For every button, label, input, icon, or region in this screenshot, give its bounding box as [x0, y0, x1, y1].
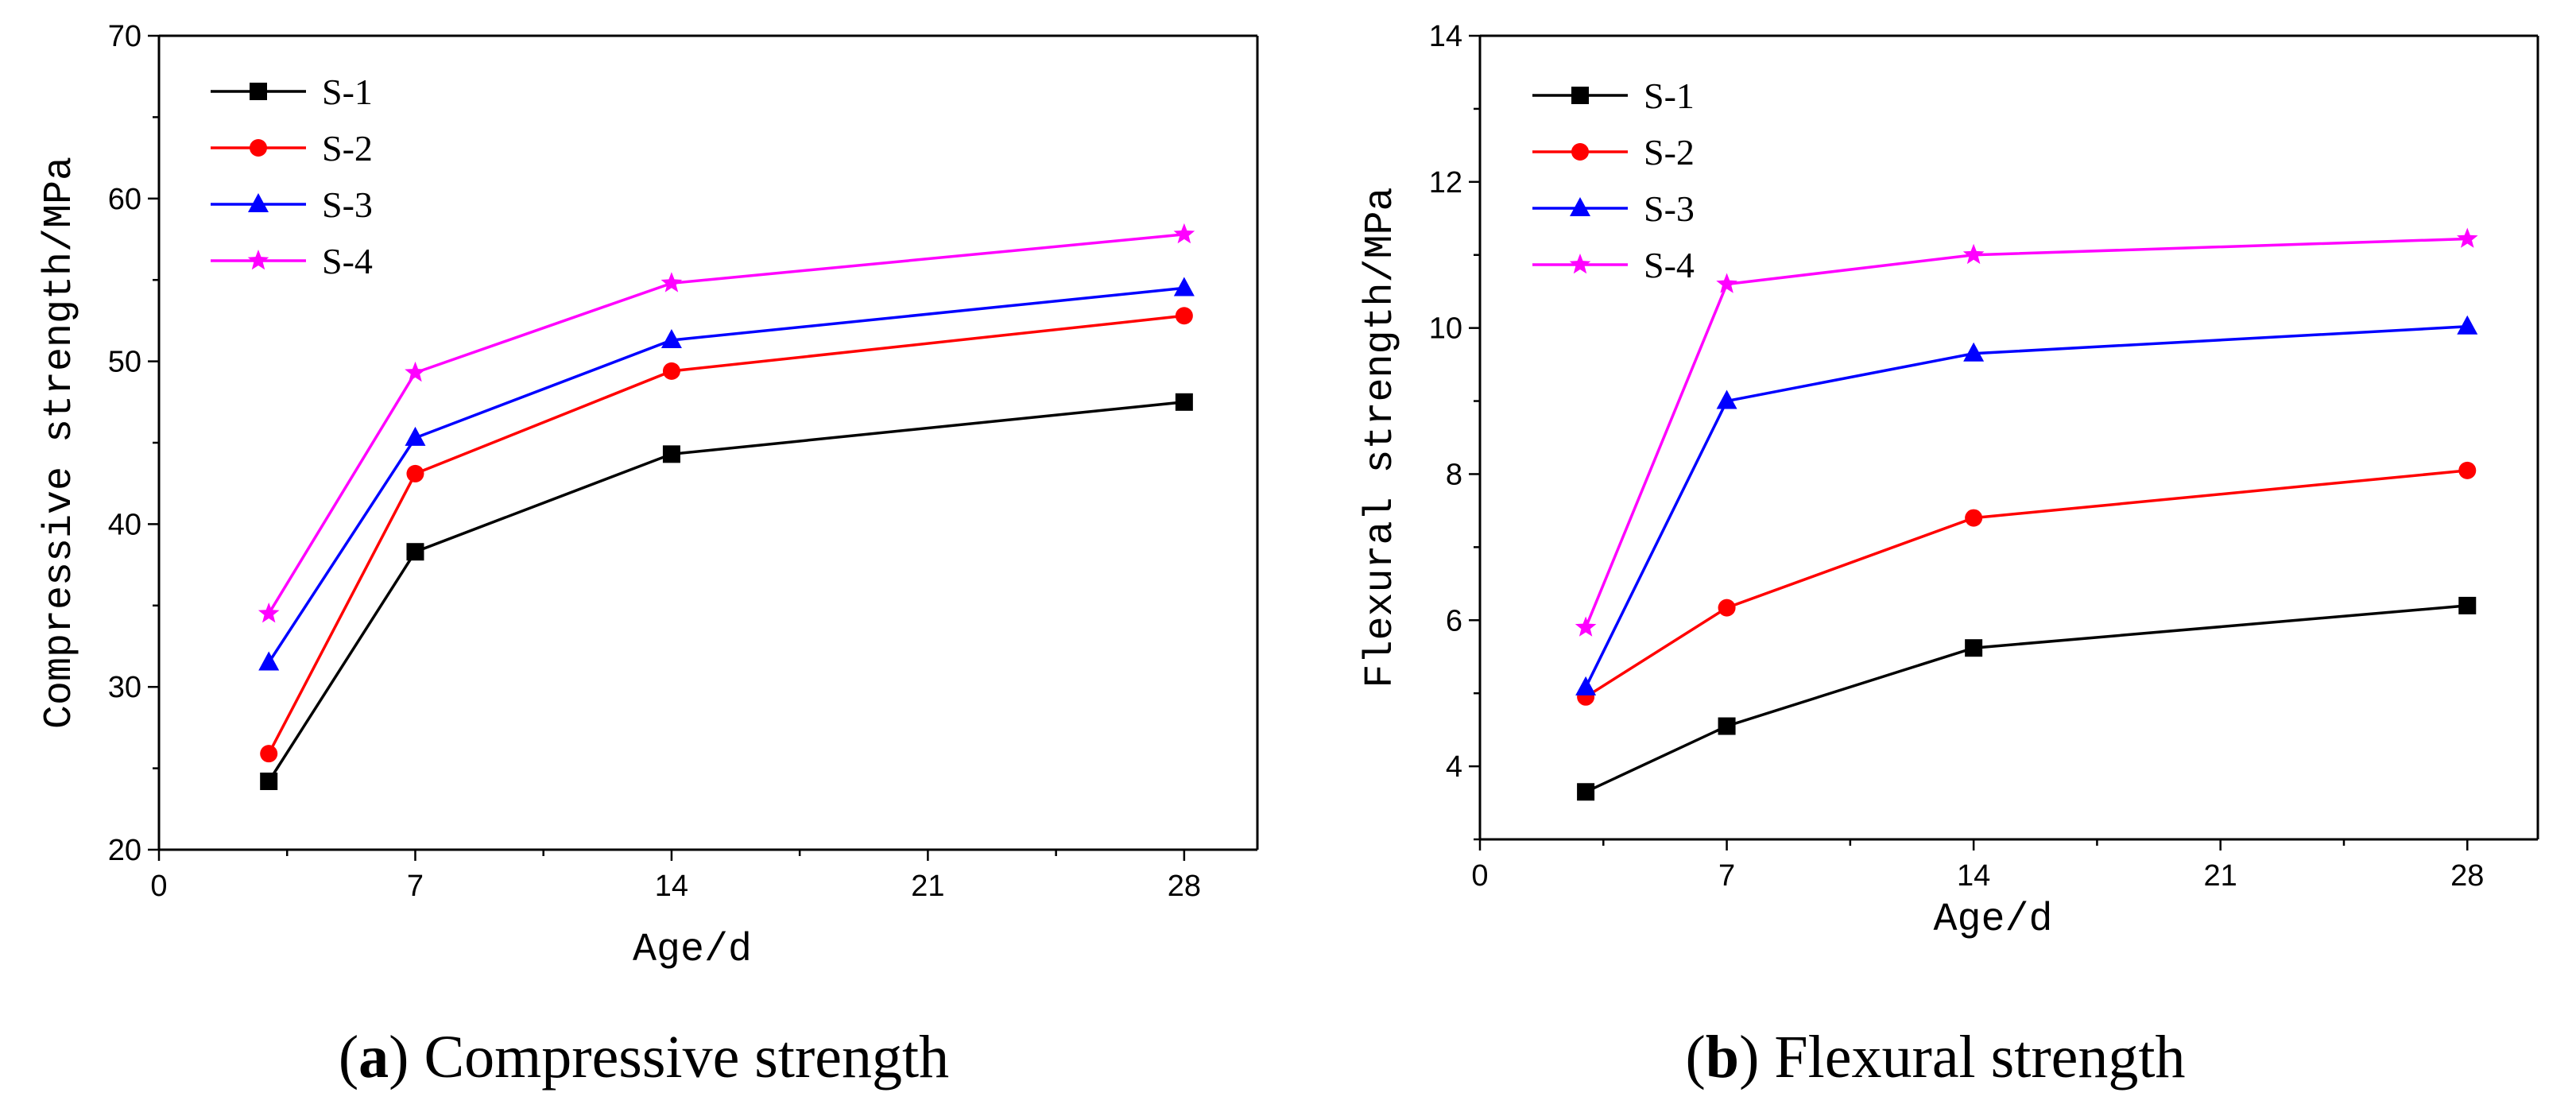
- legend-label-s-2: S-2: [322, 128, 373, 169]
- data-point-s-1: [260, 772, 278, 790]
- legend-marker-s-3: [248, 193, 269, 212]
- x-tick-label: 21: [911, 870, 944, 903]
- data-point-s-4: [660, 272, 683, 293]
- legend-label-s-1: S-1: [322, 72, 373, 112]
- x-tick-label: 21: [2204, 859, 2237, 893]
- data-point-s-2: [260, 745, 278, 763]
- legend-label-s-3: S-3: [1644, 188, 1695, 229]
- data-point-s-2: [1718, 599, 1736, 617]
- data-point-s-1: [406, 543, 424, 561]
- legend-marker-s-4: [247, 250, 269, 270]
- data-point-s-4: [1173, 223, 1195, 244]
- data-point-s-3: [1173, 277, 1195, 296]
- series-line-s-1: [1585, 604, 2468, 793]
- y-tick-label: 10: [1429, 312, 1462, 346]
- flexural-strength-chart: 0 7 14 21 28 4 6 8 10 12 14 Age/d Flexural strength/…: [1358, 20, 2539, 943]
- y-tick-label: 50: [108, 346, 141, 379]
- series-line-s-1: [267, 401, 1185, 782]
- data-point-s-3: [258, 651, 280, 671]
- data-point-s-1: [1965, 639, 1983, 657]
- y-tick-label: 70: [108, 20, 141, 53]
- x-tick-label: 14: [1957, 859, 1990, 893]
- legend-label-s-4: S-4: [322, 241, 373, 281]
- data-point-s-3: [405, 426, 426, 446]
- y-axis-title: Compressive strength/MPa: [37, 157, 83, 729]
- caption-a: (a) Compressive strength: [339, 1024, 949, 1091]
- data-point-s-4: [405, 361, 426, 382]
- y-tick-label: 40: [108, 508, 141, 541]
- compressive-strength-chart: 0 7 14 21 28 20 30 40 50 60 70 Age/d Compressive str…: [37, 20, 1259, 973]
- y-tick-label: 30: [108, 671, 141, 704]
- data-point-s-1: [1175, 393, 1193, 411]
- legend-label-s-4: S-4: [1644, 245, 1695, 285]
- x-tick-label: 7: [407, 870, 424, 903]
- legend-marker-s-3: [1570, 197, 1590, 216]
- data-point-s-4: [2457, 227, 2478, 248]
- y-tick-label: 6: [1446, 604, 1462, 637]
- data-point-s-2: [1965, 509, 1983, 527]
- x-tick-label: 0: [1471, 859, 1488, 893]
- data-point-s-4: [258, 602, 280, 623]
- caption-a-text: Compressive strength: [424, 1024, 949, 1091]
- x-tick-label: 28: [2450, 859, 2484, 893]
- legend-marker-s-4: [1569, 254, 1591, 274]
- series-line-s-3: [267, 286, 1185, 664]
- legend-label-s-2: S-2: [1644, 132, 1695, 172]
- data-point-s-3: [1575, 676, 1597, 695]
- data-point-s-2: [662, 362, 680, 380]
- data-point-s-4: [1575, 616, 1597, 637]
- legend-marker-s-2: [250, 139, 267, 157]
- legend-marker-s-1: [250, 83, 267, 100]
- series-line-s-2: [1585, 469, 2468, 699]
- y-tick-label: 60: [108, 183, 141, 216]
- data-point-s-3: [660, 328, 682, 348]
- data-point-s-1: [1718, 717, 1736, 735]
- y-tick-label: 20: [108, 834, 141, 867]
- series-line-s-3: [1584, 325, 2468, 688]
- legend-marker-s-2: [1571, 143, 1589, 161]
- y-axis-title: Flexural strength/MPa: [1358, 187, 1404, 688]
- caption-a-letter: a: [358, 1024, 389, 1091]
- caption-b: (b) Flexural strength: [1685, 1024, 2185, 1091]
- x-axis-title: Age/d: [1933, 897, 2052, 943]
- y-tick-label: 4: [1446, 750, 1462, 784]
- caption-b-letter: b: [1706, 1024, 1739, 1091]
- caption-b-text: Flexural strength: [1774, 1024, 2185, 1091]
- data-point-s-1: [2458, 596, 2477, 614]
- y-tick-label: 14: [1429, 20, 1462, 53]
- x-tick-label: 28: [1168, 870, 1201, 903]
- y-tick-label: 12: [1429, 166, 1462, 200]
- legend-label-s-1: S-1: [1644, 76, 1695, 116]
- data-point-s-1: [1577, 783, 1595, 801]
- data-point-s-3: [2457, 315, 2478, 335]
- x-tick-label: 14: [655, 870, 688, 903]
- legend-marker-s-1: [1571, 87, 1589, 104]
- data-point-s-2: [1175, 307, 1193, 325]
- data-point-s-3: [1716, 389, 1737, 409]
- y-tick-label: 8: [1446, 458, 1462, 491]
- data-point-s-1: [662, 445, 680, 463]
- series-line-s-2: [267, 314, 1185, 755]
- x-tick-label: 0: [150, 870, 167, 903]
- legend-label-s-3: S-3: [322, 184, 373, 225]
- data-point-s-4: [1716, 273, 1737, 293]
- series-line-s-4: [267, 233, 1185, 614]
- data-point-s-4: [1962, 243, 1985, 265]
- x-tick-label: 7: [1718, 859, 1735, 893]
- data-point-s-2: [2458, 461, 2477, 479]
- series-line-s-4: [1584, 237, 2468, 629]
- data-point-s-3: [1963, 342, 1985, 362]
- x-axis-title: Age/d: [633, 928, 752, 973]
- data-point-s-2: [406, 464, 424, 482]
